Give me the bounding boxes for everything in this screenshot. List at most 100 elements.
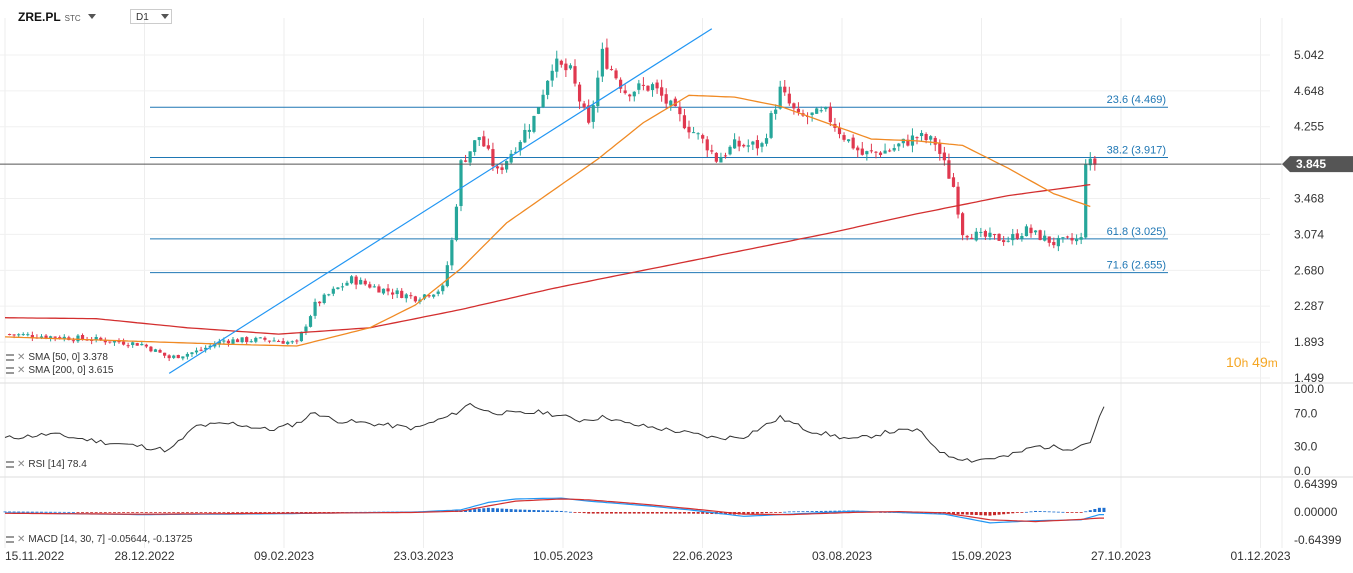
candle-body [655, 82, 659, 89]
candle-body [837, 127, 842, 135]
current-price-label: 3.845 [1296, 157, 1326, 171]
close-icon[interactable]: ✕ [17, 459, 26, 470]
candle-body [929, 136, 933, 140]
candle-body [213, 344, 217, 347]
candle-body [327, 294, 331, 296]
macd-histogram-bar [760, 512, 764, 514]
macd-histogram-bar [286, 512, 290, 513]
macd-histogram-bar [628, 512, 632, 514]
sma50-line [4, 94, 1091, 347]
candle-body [664, 94, 668, 104]
candle-body [942, 152, 946, 161]
candle-body [591, 105, 595, 122]
settings-icon[interactable] [6, 367, 14, 374]
rsi-legend[interactable]: ✕ RSI [14] 78.4 [6, 459, 87, 470]
macd-histogram-bar [806, 511, 810, 512]
macd-histogram-bar [181, 512, 185, 513]
candle-body [678, 106, 682, 115]
candle-body [714, 152, 718, 162]
candle-body [281, 341, 285, 344]
candle-body [609, 69, 614, 71]
macd-histogram-bar [614, 512, 618, 514]
macd-histogram-bar [49, 511, 53, 513]
settings-icon[interactable] [6, 354, 14, 361]
candle-body [477, 137, 481, 141]
macd-histogram-bar [249, 512, 253, 513]
candle-body [445, 265, 449, 287]
settings-icon[interactable] [6, 461, 14, 468]
candle-body [596, 77, 600, 107]
candle-body [345, 282, 349, 286]
candle-body [751, 141, 755, 145]
macd-histogram-bar [1006, 512, 1010, 514]
candle-body [860, 148, 864, 155]
macd-legend[interactable]: ✕ MACD [14, 30, 7] -0.05644, -0.13725 [6, 534, 192, 545]
candle-body [906, 139, 910, 146]
macd-histogram-bar [582, 512, 586, 514]
candle-body [185, 353, 189, 357]
moving-averages [0, 28, 1282, 374]
macd-histogram-bar [518, 509, 522, 512]
sma50-legend[interactable]: ✕ SMA [50, 0] 3.378 [6, 352, 108, 363]
macd-histogram-bar [254, 512, 258, 513]
macd-histogram-bar [231, 512, 235, 513]
candle-body [646, 85, 650, 91]
close-icon[interactable]: ✕ [17, 352, 26, 363]
candle-body [468, 151, 472, 163]
candle-body [299, 331, 303, 342]
macd-histogram-bar [1015, 512, 1019, 513]
y-tick-label: 1.499 [1294, 371, 1324, 385]
candle-body [153, 349, 158, 352]
candle-body [1024, 226, 1029, 237]
candle-body [1061, 237, 1065, 239]
macd-histogram-bar [85, 512, 89, 513]
candle-body [217, 341, 221, 345]
macd-histogram-bar [176, 512, 180, 513]
close-icon[interactable]: ✕ [17, 534, 26, 545]
symbol-dropdown-icon[interactable] [88, 14, 96, 19]
candle-body [983, 230, 987, 237]
macd-histogram-bar [103, 512, 107, 513]
macd-histogram-bar [71, 512, 75, 513]
x-tick-label: 22.06.2023 [672, 549, 732, 563]
timeframe-selector[interactable]: D1 [130, 9, 172, 24]
candle-body [436, 291, 440, 294]
macd-histogram-bar [1011, 512, 1015, 514]
macd-line [5, 497, 1104, 524]
y-tick-label: 5.042 [1294, 48, 1324, 62]
settings-icon[interactable] [6, 536, 14, 543]
candle-body [541, 94, 545, 108]
macd-histogram-bar [600, 512, 604, 514]
macd-histogram-bar [217, 512, 221, 513]
macd-histogram-bar [796, 511, 800, 513]
macd-histogram-bar [705, 512, 709, 514]
candle-body [760, 143, 764, 147]
macd-histogram-bar [17, 511, 21, 513]
macd-histogram-bar [158, 512, 162, 513]
candle-body [856, 147, 860, 151]
macd-histogram-bar [62, 511, 66, 513]
macd-histogram-bar [1097, 507, 1101, 512]
macd-histogram-bar [135, 512, 139, 513]
candle-body [204, 347, 208, 350]
macd-histogram-bar [609, 512, 613, 514]
candle-body [1043, 235, 1047, 241]
candle-body [1033, 230, 1038, 233]
macd-histogram-bar [810, 511, 814, 512]
candle-body [897, 143, 901, 147]
candle-body [915, 137, 919, 139]
macd-histogram-bar [792, 511, 796, 513]
candle-body [687, 126, 691, 133]
candle-countdown: 10h 49m [1226, 354, 1278, 370]
macd-histogram-bar [309, 512, 313, 513]
candle-body [404, 294, 408, 299]
close-icon[interactable]: ✕ [17, 365, 26, 376]
candle-body [669, 100, 673, 106]
candle-body [1056, 237, 1060, 247]
symbol-selector[interactable]: ZRE.PL STC [18, 10, 81, 24]
candle-body [500, 167, 504, 170]
timeframe-dropdown-icon[interactable] [161, 14, 169, 19]
sma200-legend[interactable]: ✕ SMA [200, 0] 3.615 [6, 365, 113, 376]
macd-histogram-bar [1020, 512, 1024, 513]
